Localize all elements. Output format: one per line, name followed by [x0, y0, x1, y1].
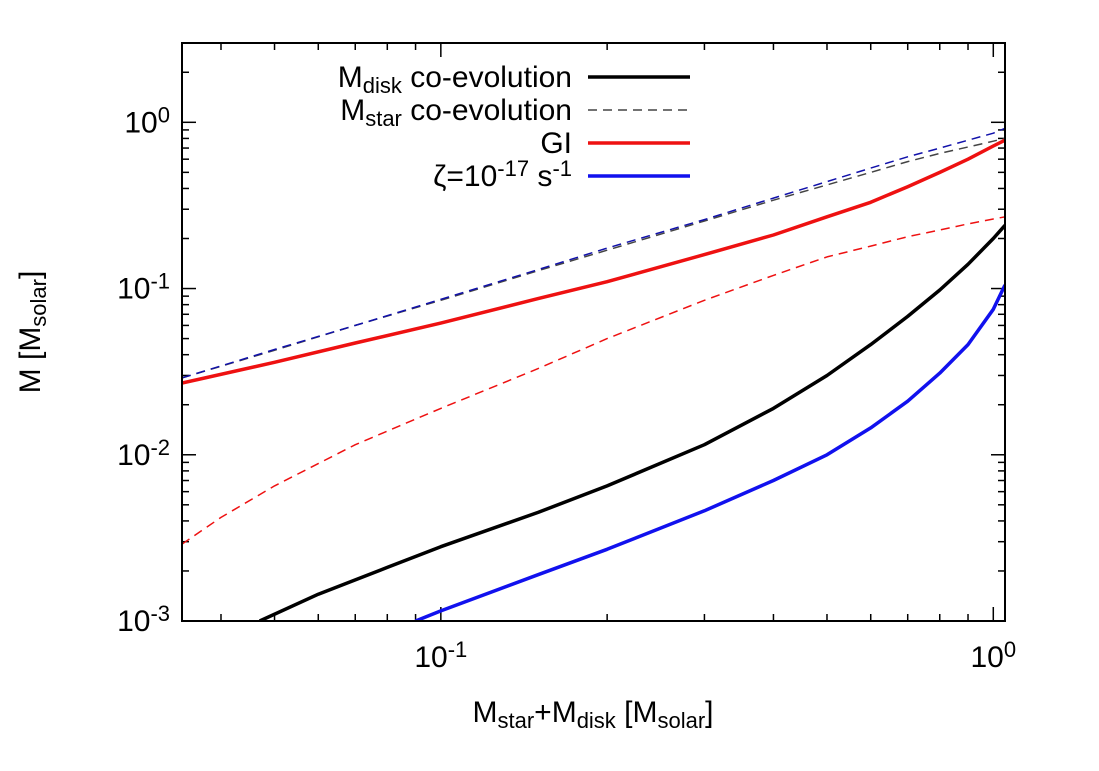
label-text: M: [340, 94, 365, 127]
label-supscript: -3: [150, 601, 170, 626]
label-text: co-evolution: [402, 94, 572, 127]
plot-frame: [181, 42, 1006, 622]
label-text: +M: [534, 696, 577, 729]
label-supscript: 0: [158, 102, 170, 127]
label-supscript: -1: [552, 156, 572, 181]
x-axis-label: Mstar+Mdisk [Msolar]: [472, 696, 713, 733]
x-tick-label: 100: [970, 637, 1016, 674]
label-text: s: [529, 160, 552, 193]
legend-label: Mdisk co-evolution: [338, 61, 572, 98]
legend-label: ζ=10-17 s-1: [433, 156, 572, 193]
label-supscript: -1: [448, 637, 468, 662]
label-text: 10: [124, 106, 157, 139]
label-text: ζ=10: [433, 160, 497, 193]
label-text: [M: [616, 696, 658, 729]
legend-label: Mstar co-evolution: [340, 94, 572, 131]
label-text: 10: [970, 641, 1003, 674]
label-supscript: -1: [150, 269, 170, 294]
y-tick-label: 10-2: [117, 435, 170, 472]
label-text: M: [338, 61, 363, 94]
y-tick-label: 10-1: [117, 269, 170, 306]
label-subscript: star: [497, 708, 534, 733]
label-supscript: -2: [150, 435, 170, 460]
y-tick-label: 10-3: [117, 601, 170, 638]
y-axis-label: M [Msolar]: [14, 271, 51, 394]
y-tick-label: 100: [124, 102, 170, 139]
series-line-2: [182, 138, 1005, 385]
label-subscript: solar: [26, 279, 51, 327]
label-subscript: solar: [657, 708, 705, 733]
label-text: M [M: [14, 327, 47, 394]
label-text: GI: [540, 127, 572, 160]
label-text: ]: [705, 696, 713, 729]
label-text: 10: [117, 605, 150, 638]
label-subscript: disk: [577, 708, 617, 733]
label-subscript: disk: [363, 73, 403, 98]
label-text: ]: [14, 271, 47, 279]
series-line-4: [182, 127, 1005, 379]
label-text: 10: [117, 273, 150, 306]
label-text: M: [472, 696, 497, 729]
label-text: 10: [414, 641, 447, 674]
legend-label: GI: [540, 127, 572, 160]
series-line-5: [182, 216, 1005, 545]
x-tick-label: 10-1: [414, 637, 467, 674]
label-text: 10: [117, 439, 150, 472]
series-line-0: [258, 224, 1005, 621]
label-text: co-evolution: [402, 61, 572, 94]
label-subscript: star: [365, 106, 402, 131]
label-supscript: 0: [1004, 637, 1016, 662]
label-supscript: -17: [497, 156, 529, 181]
axis-ticks: [182, 42, 1005, 622]
series-layer: [182, 127, 1005, 621]
series-line-3: [414, 284, 1005, 621]
